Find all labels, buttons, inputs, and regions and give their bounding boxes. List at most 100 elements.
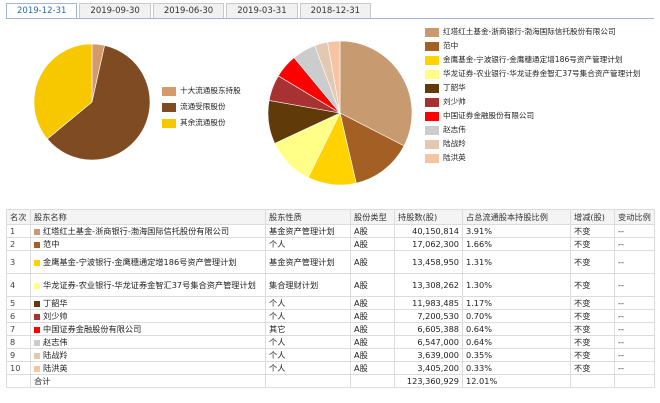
legend-label: 丁韶华 [443, 83, 466, 92]
top-holders-legend: 红塔红土基金-浙商银行-渤海国际信托股份有限公司 范中 金鹰基金-宁波银行-金鹰穗通… [425, 27, 657, 167]
tab-2019-03-31[interactable]: 2019-03-31 [226, 3, 298, 18]
legend-swatch [162, 87, 176, 96]
total-shares: 123,360,929 [394, 374, 463, 388]
ratio-cell: 3.91% [462, 224, 571, 238]
holder-color-marker [34, 282, 40, 289]
legend-swatch [425, 112, 439, 121]
legend-item: 华龙证券-农业银行-华龙证券金智汇37号集合资产管理计划 [425, 69, 657, 79]
change-ratio-cell: -- [614, 273, 655, 297]
share-type-cell: A股 [350, 335, 395, 349]
holder-name-cell: 赵志伟 [30, 335, 266, 349]
holder-name-text: 陆洪英 [43, 363, 68, 373]
col-change-header: 增减(股) [570, 209, 615, 225]
change-ratio-cell: -- [614, 296, 655, 310]
holder-nature-cell: 个人 [265, 296, 351, 310]
change-ratio-cell: -- [614, 224, 655, 238]
share-type-cell: A股 [350, 348, 395, 362]
share-type-cell: A股 [350, 224, 395, 238]
holder-name-cell: 中国证券金融股份有限公司 [30, 322, 266, 336]
table-row: 2 范中 个人 A股 17,062,300 1.66% 不变 -- [6, 237, 655, 251]
table-total-row: 合计 123,360,929 12.01% [6, 374, 655, 388]
tab-underline [6, 18, 654, 19]
float-share-legend: 十大流通股东持股 流通受限股份 其余流通股份 [162, 86, 272, 134]
legend-item: 红塔红土基金-浙商银行-渤海国际信托股份有限公司 [425, 27, 657, 37]
total-change-ratio-cell [614, 374, 655, 388]
table-row: 4 华龙证券-农业银行-华龙证券金智汇37号集合资产管理计划 集合理财计划 A股 13,… [6, 273, 655, 297]
legend-item: 丁韶华 [425, 83, 657, 93]
shares-cell: 13,308,262 [394, 273, 463, 297]
tab-2019-12-31[interactable]: 2019-12-31 [6, 3, 78, 18]
change-cell: 不变 [570, 322, 615, 336]
legend-label: 陆洪英 [443, 153, 466, 162]
share-type-cell: A股 [350, 237, 395, 251]
holder-name-cell: 华龙证券-农业银行-华龙证券金智汇37号集合资产管理计划 [30, 273, 266, 297]
change-cell: 不变 [570, 296, 615, 310]
rank-cell: 10 [6, 361, 31, 375]
col-holder-name-header: 股东名称 [30, 209, 266, 225]
holder-color-marker [34, 300, 40, 307]
holder-nature-cell: 个人 [265, 309, 351, 323]
col-holder-nature-header: 股东性质 [265, 209, 351, 225]
shares-cell: 7,200,530 [394, 309, 463, 323]
holder-color-marker [34, 352, 40, 359]
shares-cell: 3,405,200 [394, 361, 463, 375]
legend-item: 刘少帅 [425, 97, 657, 107]
legend-label: 中国证券金融股份有限公司 [443, 111, 535, 120]
legend-swatch [425, 140, 439, 149]
change-ratio-cell: -- [614, 309, 655, 323]
total-change-cell [570, 374, 615, 388]
ratio-cell: 0.33% [462, 361, 571, 375]
shares-cell: 3,639,000 [394, 348, 463, 362]
change-ratio-cell: -- [614, 237, 655, 251]
tab-2019-09-30[interactable]: 2019-09-30 [79, 3, 151, 18]
total-type-cell [350, 374, 395, 388]
legend-item: 其余流通股份 [162, 118, 272, 128]
legend-label: 刘少帅 [443, 97, 466, 106]
shares-cell: 17,062,300 [394, 237, 463, 251]
rank-cell: 5 [6, 296, 31, 310]
shares-cell: 11,983,485 [394, 296, 463, 310]
table-row: 10 陆洪英 个人 A股 3,405,200 0.33% 不变 -- [6, 361, 655, 375]
holder-name-text: 陆战羚 [43, 350, 68, 360]
holder-color-marker [34, 339, 40, 346]
table-row: 6 刘少帅 个人 A股 7,200,530 0.70% 不变 -- [6, 309, 655, 323]
tab-2018-12-31[interactable]: 2018-12-31 [299, 3, 372, 18]
share-type-cell: A股 [350, 296, 395, 310]
float-share-pie-chart [33, 43, 151, 161]
holder-nature-cell: 基金资产管理计划 [265, 250, 351, 274]
ratio-cell: 0.64% [462, 322, 571, 336]
share-type-cell: A股 [350, 361, 395, 375]
col-change-ratio-header: 变动比例 [614, 209, 655, 225]
ratio-cell: 1.31% [462, 250, 571, 274]
rank-cell: 6 [6, 309, 31, 323]
ratio-cell: 1.66% [462, 237, 571, 251]
legend-swatch [425, 42, 439, 51]
legend-label: 流通受限股份 [180, 102, 226, 111]
legend-label: 华龙证券-农业银行-华龙证券金智汇37号集合资产管理计划 [443, 69, 641, 78]
holder-name-text: 赵志伟 [43, 337, 68, 347]
share-type-cell: A股 [350, 309, 395, 323]
rank-cell: 4 [6, 273, 31, 297]
col-ratio-header: 占总流通股本持股比例 [462, 209, 571, 225]
tab-2019-06-30[interactable]: 2019-06-30 [152, 3, 225, 18]
table-row: 9 陆战羚 个人 A股 3,639,000 0.35% 不变 -- [6, 348, 655, 362]
holder-color-marker [34, 365, 40, 372]
holder-nature-cell: 个人 [265, 237, 351, 251]
rank-cell: 3 [6, 250, 31, 274]
change-ratio-cell: -- [614, 361, 655, 375]
table-row: 1 红塔红土基金-浙商银行-渤海国际信托股份有限公司 基金资产管理计划 A股 40,15… [6, 224, 655, 238]
holder-name-text: 刘少帅 [43, 311, 68, 321]
holder-name-text: 范中 [43, 239, 60, 249]
holder-color-marker [34, 241, 40, 248]
holder-name-cell: 刘少帅 [30, 309, 266, 323]
total-label: 合计 [30, 374, 266, 388]
legend-swatch [425, 98, 439, 107]
col-share-type-header: 股份类型 [350, 209, 395, 225]
holder-name-cell: 范中 [30, 237, 266, 251]
change-cell: 不变 [570, 335, 615, 349]
pie-slice-10 [327, 40, 341, 114]
change-cell: 不变 [570, 361, 615, 375]
share-type-cell: A股 [350, 322, 395, 336]
rank-cell: 9 [6, 348, 31, 362]
col-shares-header: 持股数(股) [394, 209, 463, 225]
